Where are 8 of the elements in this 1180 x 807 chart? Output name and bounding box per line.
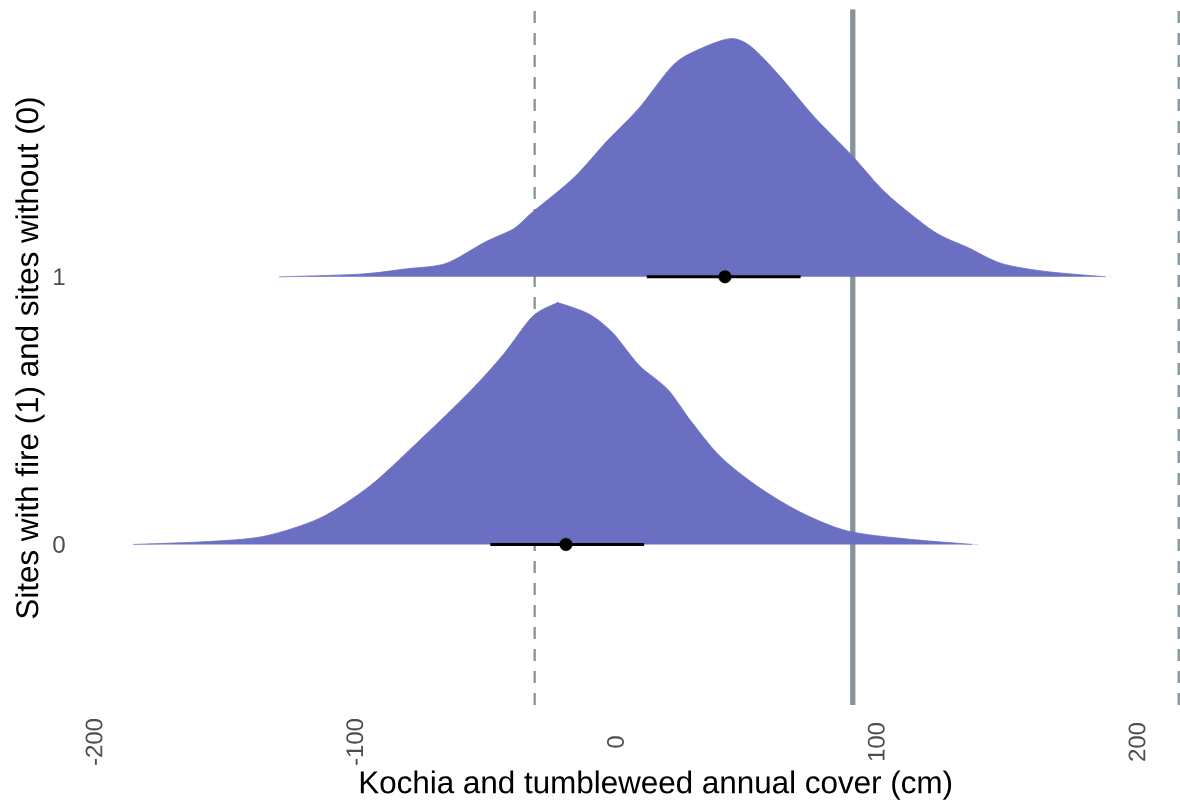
x-tick-label: -200 (85, 719, 103, 765)
x-tick-label: 200 (1128, 723, 1146, 761)
y-axis-title: Sites with fire (1) and sites without (0) (15, 98, 45, 619)
x-tick-label: 0 (607, 736, 624, 748)
x-axis-title: Kochia and tumbleweed annual cover (cm) (360, 770, 952, 800)
x-tick-label: 100 (867, 723, 885, 761)
x-tick-label: -100 (346, 719, 364, 765)
y-tick-label: 1 (54, 268, 65, 286)
